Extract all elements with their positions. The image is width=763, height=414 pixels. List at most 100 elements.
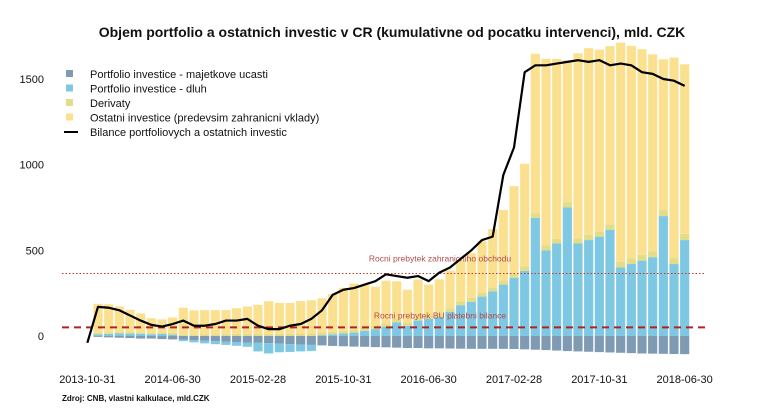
- bar-series-1: [317, 336, 327, 346]
- bar-series-1: [605, 336, 615, 353]
- bar-series-4: [210, 310, 220, 335]
- bar-series-1: [594, 336, 604, 353]
- bar-series-1: [445, 336, 455, 349]
- bar-series-3: [178, 334, 188, 336]
- bar-series-2: [370, 329, 380, 336]
- bar-series-4: [445, 270, 455, 309]
- bar-series-4: [242, 306, 252, 334]
- bar-series-1: [530, 336, 540, 350]
- bar-series-3: [541, 245, 551, 251]
- bar-series-2: [616, 267, 626, 336]
- bar-series-3: [669, 258, 679, 265]
- bar-series-1: [616, 336, 626, 353]
- bar-series-3: [242, 333, 252, 336]
- bar-series-4: [306, 300, 316, 334]
- bar-series-4: [274, 302, 284, 334]
- bar-series-2: [178, 339, 188, 342]
- bar-series-3: [445, 308, 455, 313]
- bar-series-3: [296, 333, 306, 336]
- bar-series-1: [136, 336, 146, 339]
- bar-series-1: [253, 336, 263, 343]
- reference-line-label-1: Rocni prebytek zahranicniho obchodu: [369, 253, 512, 263]
- bar-series-2: [210, 341, 220, 345]
- bar-series-1: [488, 336, 498, 349]
- bar-series-4: [680, 64, 690, 234]
- bar-series-2: [552, 243, 562, 336]
- bar-series-3: [146, 332, 156, 335]
- bar-series-1: [477, 336, 487, 349]
- bar-series-1: [338, 336, 348, 347]
- bar-series-2: [104, 333, 114, 336]
- bar-series-4: [104, 304, 114, 333]
- bar-series-3: [338, 330, 348, 334]
- bar-series-3: [157, 332, 167, 334]
- bar-series-4: [253, 304, 263, 334]
- bar-series-1: [210, 336, 220, 342]
- bar-series-2: [530, 217, 540, 336]
- bar-series-3: [381, 323, 391, 327]
- bar-series-3: [392, 319, 402, 323]
- bar-series-1: [146, 336, 156, 339]
- bar-series-1: [392, 336, 402, 348]
- bar-series-2: [136, 333, 146, 336]
- bar-series-2: [125, 333, 135, 336]
- bar-series-2: [562, 207, 572, 336]
- bar-series-2: [584, 240, 594, 336]
- bar-series-2: [456, 305, 466, 336]
- bar-series-3: [658, 210, 668, 217]
- bar-series-4: [317, 298, 327, 333]
- bar-series-4: [93, 303, 103, 333]
- bar-series-3: [210, 334, 220, 336]
- bar-series-3: [637, 254, 647, 261]
- bar-series-1: [552, 336, 562, 351]
- bar-series-1: [200, 336, 210, 341]
- bar-series-1: [242, 336, 252, 343]
- bar-series-4: [402, 289, 412, 323]
- bar-series-3: [434, 313, 444, 318]
- bar-series-4: [296, 301, 306, 334]
- bar-series-4: [392, 281, 402, 320]
- bar-series-1: [541, 336, 551, 351]
- bar-series-4: [552, 58, 562, 239]
- bar-series-3: [530, 213, 540, 218]
- bar-series-2: [146, 334, 156, 336]
- bar-series-2: [605, 229, 615, 336]
- bar-series-3: [93, 332, 103, 335]
- bar-series-2: [285, 344, 295, 352]
- bar-series-1: [178, 336, 188, 340]
- bar-series-3: [125, 332, 135, 334]
- bar-series-1: [349, 336, 359, 347]
- bar-series-2: [498, 284, 508, 336]
- bar-series-1: [306, 336, 316, 345]
- bar-series-2: [232, 342, 242, 346]
- bar-series-4: [328, 294, 338, 332]
- legend-label-1: Portfolio investice - majetkove ucasti: [90, 69, 268, 81]
- bar-series-1: [637, 336, 647, 354]
- bar-series-4: [509, 186, 519, 274]
- bar-series-1: [274, 336, 284, 344]
- bar-series-2: [477, 296, 487, 336]
- bar-series-3: [221, 334, 231, 336]
- bar-series-1: [466, 336, 476, 349]
- bar-series-3: [498, 280, 508, 285]
- bar-series-4: [285, 302, 295, 334]
- bar-series-4: [370, 286, 380, 327]
- bar-series-3: [264, 333, 274, 336]
- bar-series-1: [328, 336, 338, 346]
- bar-series-3: [168, 332, 178, 335]
- bar-series-2: [360, 330, 370, 336]
- bar-series-3: [200, 334, 210, 336]
- bar-series-1: [413, 336, 423, 348]
- bar-series-4: [669, 57, 679, 259]
- bar-series-3: [253, 333, 263, 336]
- legend-swatch-1: [66, 70, 73, 77]
- bar-series-2: [541, 250, 551, 336]
- bar-series-1: [456, 336, 466, 349]
- bar-series-1: [232, 336, 242, 342]
- bar-series-3: [616, 261, 626, 268]
- bar-series-1: [680, 336, 690, 355]
- series-line-1: [86, 59, 686, 344]
- y-tick-label: 1000: [20, 160, 44, 172]
- bar-series-2: [274, 343, 284, 353]
- bar-series-2: [242, 342, 252, 347]
